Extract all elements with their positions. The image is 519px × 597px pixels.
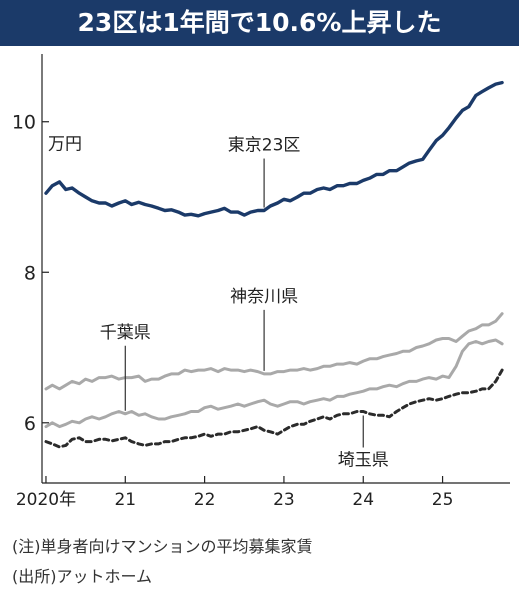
annotation-label: 神奈川県 [230,287,298,307]
axes: 6 8 10 2020年 21 22 23 24 25 万円 [12,54,510,510]
x-tick-label: 24 [352,490,374,510]
series-line-埼玉県 [44,368,504,449]
x-tick-label: 2020年 [16,490,76,510]
series-line-東京23区 [44,80,504,218]
annotation-label: 埼玉県 [338,451,389,471]
y-tick-label: 10 [12,112,36,134]
annotation-label: 東京23区 [228,136,301,156]
series-layer [44,80,504,449]
series-line-神奈川県 [44,312,504,391]
footnote: (注)単身者向けマンションの平均募集家賃 [12,537,313,556]
unit-label: 万円 [48,135,82,155]
source-note: (出所)アットホーム [12,567,153,586]
y-tick-label: 8 [24,262,36,284]
series-line-千葉県 [44,338,504,429]
x-tick-label: 22 [194,490,216,510]
x-tick-label: 23 [273,490,295,510]
x-tick-label: 25 [432,490,454,510]
x-tick-label: 21 [114,490,136,510]
annotation-label: 千葉県 [100,323,151,343]
chart-title: 23区は1年間で10.6%上昇した [0,0,519,46]
y-tick-label: 6 [24,413,36,435]
